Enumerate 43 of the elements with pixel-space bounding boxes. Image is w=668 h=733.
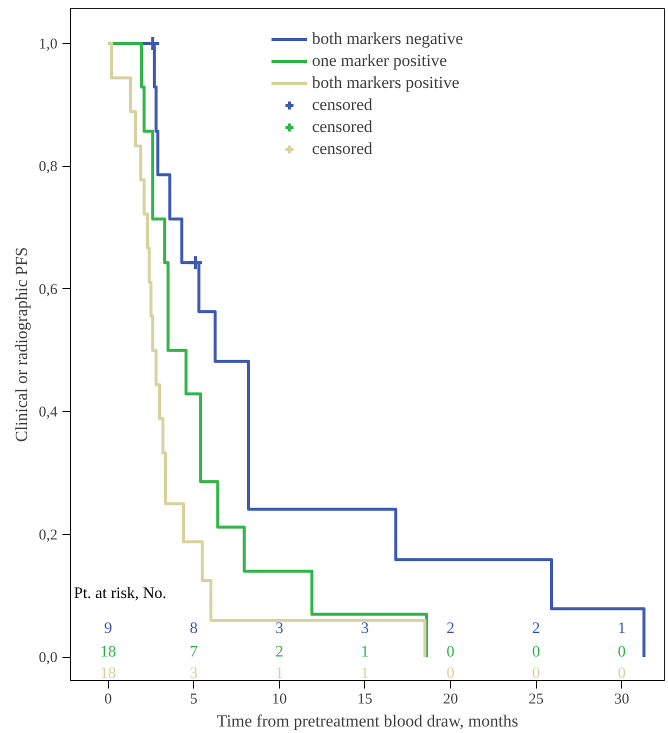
x-tick-label: 0 (104, 692, 112, 708)
x-axis-title: Time from pretreatment blood draw, months (216, 712, 518, 730)
x-tick-label: 25 (528, 692, 544, 708)
x-tick-label: 20 (443, 692, 458, 708)
annotation: 2 (532, 620, 540, 638)
legend-label: censored (312, 138, 372, 160)
legend-label: one marker positive (312, 50, 447, 72)
y-tick-label: 0,2 (38, 527, 58, 544)
annotation: 3 (275, 620, 284, 638)
annotation: 3 (190, 665, 198, 682)
annotation: 1 (618, 620, 626, 638)
annotation: 1 (275, 665, 284, 682)
annotation: 1 (360, 644, 369, 661)
y-tick-label: 0,8 (38, 159, 58, 176)
annotation: 0 (532, 644, 540, 661)
annotation: 18 (100, 665, 116, 682)
annotation: 2 (446, 620, 455, 638)
x-tick-label: 15 (357, 692, 372, 708)
annotation: 9 (104, 620, 112, 638)
y-tick-label: 0,6 (38, 282, 58, 298)
legend-label: censored (312, 94, 372, 116)
annotation: 1 (360, 665, 369, 682)
annotation: Pt. at risk, No. (74, 584, 166, 602)
annotation: 0 (618, 665, 626, 682)
y-tick-label: 1,0 (38, 36, 58, 52)
annotation: 3 (360, 620, 369, 638)
x-tick-label: 30 (614, 692, 630, 708)
annotation: 0 (532, 665, 540, 682)
annotation: 2 (275, 644, 284, 661)
annotation: 8 (190, 620, 198, 638)
annotation: 7 (190, 644, 198, 661)
annotation: 0 (446, 665, 455, 682)
legend-label: both markers negative (312, 28, 464, 50)
x-tick-label: 5 (190, 692, 198, 708)
y-tick-label: 0,0 (38, 650, 58, 666)
legend-label: both markers positive (312, 72, 460, 94)
annotation: 0 (618, 644, 626, 661)
annotation: 0 (446, 644, 455, 661)
y-axis-title: Clinical or radiographic PFS (12, 246, 31, 442)
y-tick-label: 0,4 (38, 404, 58, 421)
legend-label: censored (312, 116, 372, 138)
annotation: 18 (100, 644, 116, 661)
x-tick-label: 10 (272, 692, 287, 708)
